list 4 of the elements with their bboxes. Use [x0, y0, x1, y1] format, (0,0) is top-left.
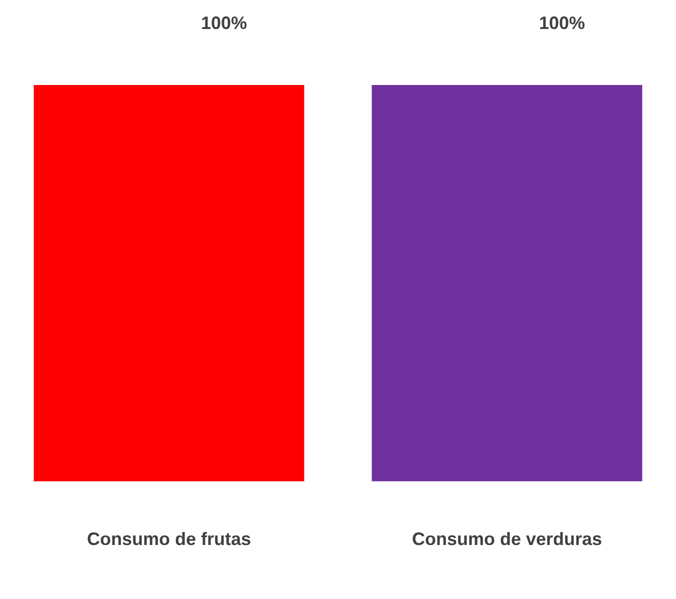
data-label: 100% — [538, 12, 586, 33]
x-tick-label: Consumo de verduras — [412, 529, 602, 550]
x-tick-label: Consumo de frutas — [86, 529, 252, 550]
data-label: 100% — [200, 12, 248, 33]
